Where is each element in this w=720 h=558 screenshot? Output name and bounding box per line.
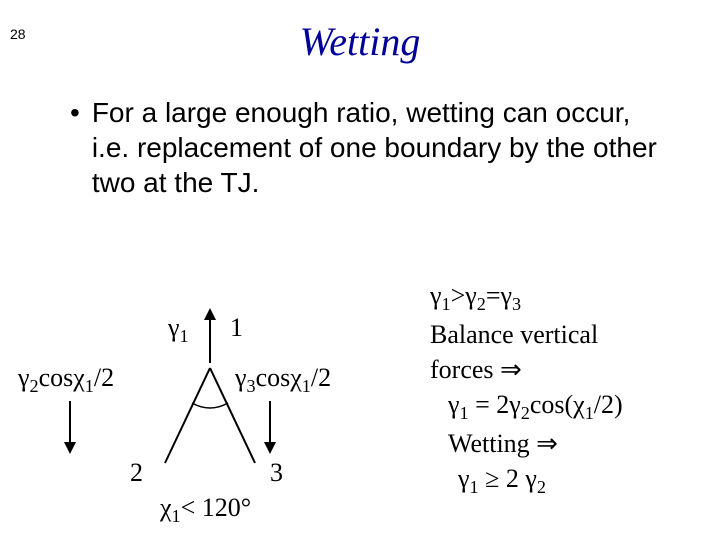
derivation-text: γ1>γ2=γ3 Balance vertical forces ⇒ γ1 = …	[430, 278, 710, 500]
rel-line5: Wetting ⇒	[430, 426, 710, 461]
bullet-item: • For a large enough ratio, wetting can …	[70, 95, 670, 200]
rel-line1: γ1>γ2=γ3	[430, 278, 710, 317]
slide-number: 28	[10, 26, 26, 42]
rel-line2: Balance vertical	[430, 317, 710, 352]
body-text: • For a large enough ratio, wetting can …	[70, 95, 670, 200]
bullet-text: For a large enough ratio, wetting can oc…	[92, 95, 670, 200]
rel-line3: forces ⇒	[430, 352, 710, 387]
arrow-up-icon	[200, 308, 220, 368]
chi-condition: χ1< 120°	[160, 493, 251, 527]
rel-line4: γ1 = 2γ2cos(χ1/2)	[430, 387, 710, 426]
diagram: γ1 1 γ2cosχ1/2 γ3cosχ1/2 2 3 χ1< 120° γ1…	[0, 278, 720, 558]
rel-line6: γ1 ≥ 2 γ2	[430, 461, 710, 500]
gamma2-cos-label: γ2cosχ1/2	[18, 363, 114, 397]
label-3: 3	[270, 458, 283, 488]
v-shape-icon	[150, 363, 270, 473]
gamma1-label: γ1	[168, 313, 189, 347]
arrow-down-left-icon	[60, 396, 80, 456]
bullet-marker: •	[70, 95, 80, 200]
label-2: 2	[130, 458, 143, 488]
slide-title: Wetting	[0, 18, 720, 65]
label-1: 1	[230, 313, 243, 343]
